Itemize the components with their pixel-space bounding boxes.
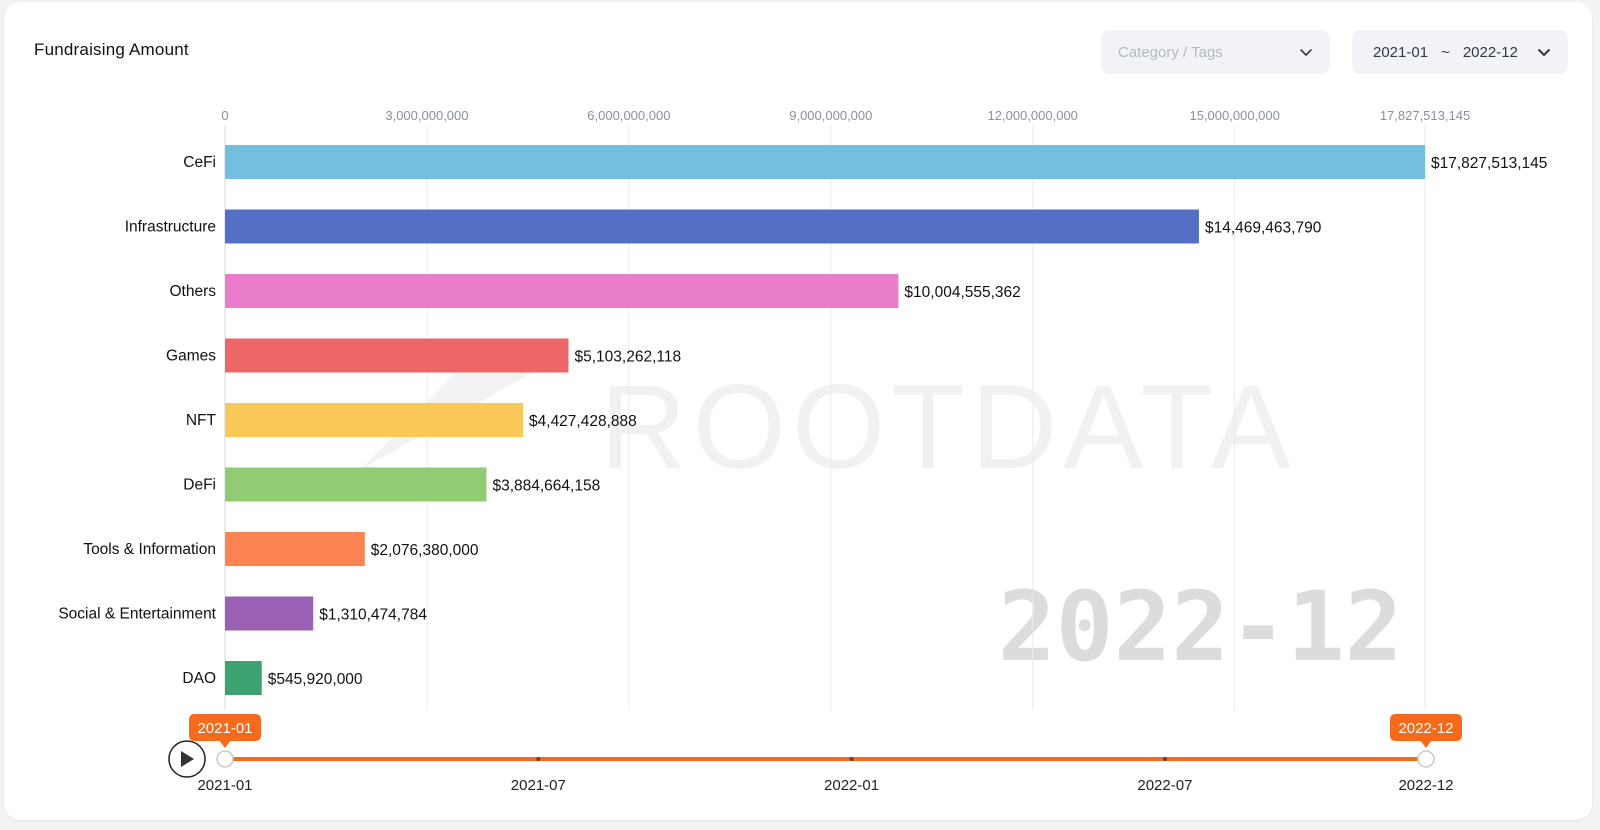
value-label-others: $10,004,555,362: [904, 284, 1020, 301]
bar-nft[interactable]: [225, 403, 524, 437]
bar-dao[interactable]: [225, 661, 262, 695]
category-tags-dropdown[interactable]: Category / Tags: [1101, 30, 1330, 74]
bar-tools-and-information[interactable]: [225, 532, 365, 566]
timeline-start-tooltip-label: 2021-01: [197, 720, 252, 737]
bars: [225, 145, 1425, 695]
timeline-tick-dot: [536, 757, 541, 761]
timeline-tick-label: 2021-01: [197, 777, 252, 794]
category-label-games: Games: [166, 348, 216, 365]
category-labels: CeFi Infrastructure Others Games NFT DeFi Tool…: [58, 154, 216, 687]
timeline-tick-label: 2022-07: [1137, 777, 1192, 794]
chevron-down-icon: [1536, 44, 1552, 60]
value-label-infrastructure: $14,469,463,790: [1205, 220, 1322, 237]
bar-infrastructure[interactable]: [225, 209, 1199, 244]
timeline-tick-dot: [849, 757, 854, 761]
play-icon: [181, 751, 194, 767]
value-label-defi: $3,884,664,158: [492, 478, 600, 495]
timeline-tick-label: 2022-01: [824, 777, 879, 794]
x-tick-label: 12,000,000,000: [988, 108, 1078, 123]
timeline: 2021-01 2021-07 2022-01 2022-07 2022-12 2021-…: [168, 714, 1462, 794]
date-range-start: 2021-01: [1373, 43, 1429, 61]
bar-defi[interactable]: [225, 467, 487, 502]
x-tick-label: 6,000,000,000: [587, 108, 670, 123]
x-axis-ticks: 0 3,000,000,000 6,000,000,000 9,000,000,000…: [221, 108, 1470, 123]
timeline-end-knob[interactable]: [1417, 750, 1435, 768]
play-button[interactable]: [168, 740, 206, 778]
category-label-defi: DeFi: [183, 477, 216, 494]
timeline-start-tooltip-arrow: [219, 740, 231, 748]
x-tick-label: 0: [221, 108, 228, 123]
timeline-tick-dot: [1162, 757, 1167, 761]
timeline-end-tooltip-arrow: [1420, 740, 1432, 748]
category-label-cefi: CeFi: [183, 154, 216, 171]
timeline-start-tooltip: [189, 714, 261, 741]
date-range-picker[interactable]: 2021-01 ~ 2022-12: [1352, 30, 1568, 74]
bar-others[interactable]: [225, 274, 899, 308]
timeline-end-tooltip-label: 2022-12: [1398, 720, 1453, 737]
chevron-down-icon: [1298, 44, 1314, 60]
date-range-separator: ~: [1441, 43, 1450, 61]
timeline-start-knob[interactable]: [216, 750, 234, 768]
watermark-current-period: 2022-12: [998, 571, 1403, 683]
bar-cefi[interactable]: [225, 145, 1425, 179]
page-title: Fundraising Amount: [34, 40, 189, 59]
category-label-others: Others: [169, 283, 216, 300]
category-label-infrastructure: Infrastructure: [125, 219, 216, 236]
date-range-end: 2022-12: [1462, 43, 1518, 61]
timeline-tick-label: 2021-07: [511, 777, 566, 794]
value-label-cefi: $17,827,513,145: [1431, 155, 1547, 172]
value-label-games: $5,103,262,118: [575, 349, 682, 366]
category-tags-placeholder: Category / Tags: [1118, 43, 1223, 61]
value-label-dao: $545,920,000: [268, 671, 363, 688]
timeline-end-tooltip: [1390, 714, 1462, 741]
value-label-tools-and-information: $2,076,380,000: [371, 542, 479, 559]
x-tick-label: 15,000,000,000: [1189, 108, 1279, 123]
bar-social-and-entertainment[interactable]: [225, 596, 314, 631]
category-label-nft: NFT: [186, 412, 217, 429]
timeline-end-handle[interactable]: 2022-12: [1390, 714, 1462, 768]
watermark-brand: ROOTDATA: [600, 360, 1297, 494]
timeline-tick-label: 2022-12: [1398, 777, 1453, 794]
timeline-start-handle[interactable]: 2021-01: [189, 714, 261, 768]
value-labels: $17,827,513,145 $14,469,463,790 $10,004,55…: [268, 155, 1548, 688]
value-label-nft: $4,427,428,888: [529, 413, 637, 430]
bar-games[interactable]: [225, 338, 569, 373]
x-tick-label: 3,000,000,000: [385, 108, 468, 123]
category-label-social-and-entertainment: Social & Entertainment: [58, 606, 216, 623]
category-label-tools-and-information: Tools & Information: [83, 541, 216, 558]
x-tick-label: 17,827,513,145: [1380, 108, 1470, 123]
x-tick-label: 9,000,000,000: [789, 108, 872, 123]
category-label-dao: DAO: [182, 670, 216, 687]
value-label-social-and-entertainment: $1,310,474,784: [319, 607, 427, 624]
